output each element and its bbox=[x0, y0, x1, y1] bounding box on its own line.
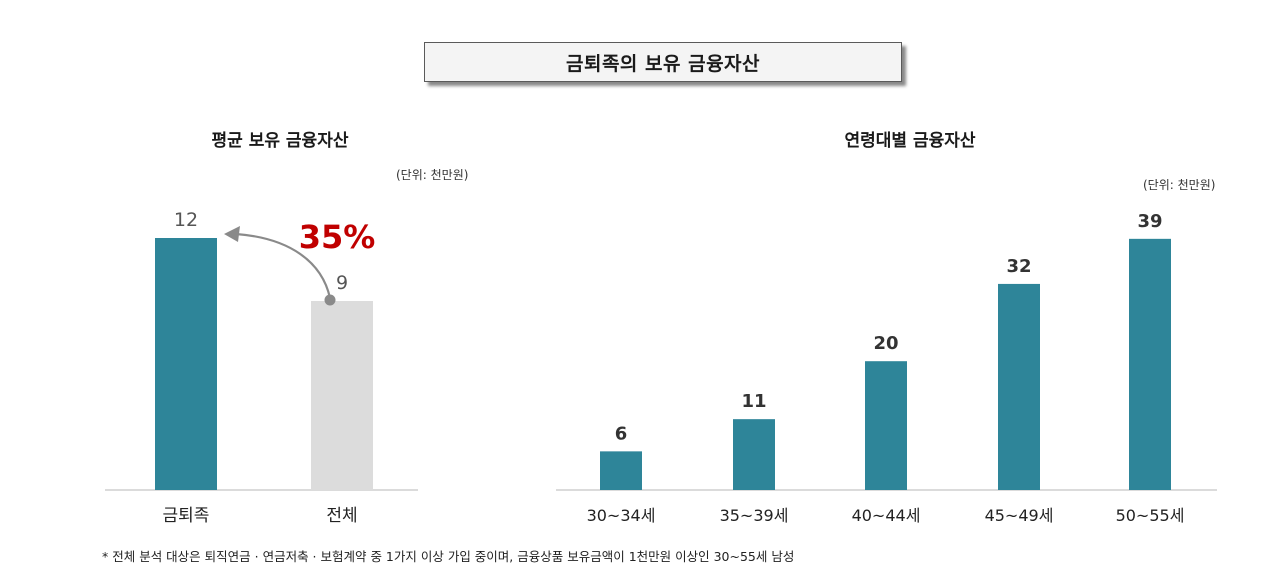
growth-percent-label: 35% bbox=[299, 218, 376, 256]
chart-1-category-label-1: 35~39세 bbox=[720, 506, 789, 525]
chart-0-bar-1 bbox=[311, 301, 373, 490]
chart-1-value-label-2: 20 bbox=[873, 333, 898, 354]
chart-1-bar-2 bbox=[865, 361, 907, 490]
growth-arrow-dot bbox=[324, 294, 336, 306]
chart-1-category-label-2: 40~44세 bbox=[852, 506, 921, 525]
chart-0-category-label-1: 전체 bbox=[326, 506, 357, 526]
chart-1-bar-4 bbox=[1129, 238, 1171, 490]
chart-0-category-label-0: 금퇴족 bbox=[163, 506, 210, 526]
chart-1-value-label-3: 32 bbox=[1006, 256, 1031, 277]
chart-1-category-label-4: 50~55세 bbox=[1116, 506, 1185, 525]
footnote: * 전체 분석 대상은 퇴직연금 · 연금저축 · 보험계약 중 1가지 이상 … bbox=[102, 549, 795, 564]
chart-1-bar-1 bbox=[733, 419, 775, 490]
chart-1-category-label-0: 30~34세 bbox=[587, 506, 656, 525]
chart-0-value-label-0: 12 bbox=[174, 209, 198, 231]
right-chart-title: 연령대별 금융자산 bbox=[844, 131, 976, 151]
chart-0-bar-0 bbox=[155, 238, 217, 490]
chart-1-value-label-4: 39 bbox=[1137, 211, 1162, 232]
growth-arrow-curve bbox=[235, 232, 332, 299]
page-title: 금퇴족의 보유 금융자산 bbox=[424, 42, 902, 82]
chart-0-value-label-1: 9 bbox=[336, 272, 348, 294]
left-chart-title: 평균 보유 금융자산 bbox=[211, 131, 349, 151]
left-chart-unit: (단위: 천만원) bbox=[396, 168, 469, 182]
chart-1-category-label-3: 45~49세 bbox=[985, 506, 1054, 525]
chart-1-bar-3 bbox=[998, 283, 1040, 490]
chart-1-value-label-0: 6 bbox=[615, 423, 628, 444]
chart-1-bar-0 bbox=[600, 451, 642, 490]
charts-canvas: 12 금퇴족 9 전체 6 30~34세 11 35~39세 20 40~44세 32 45~49세 3… bbox=[105, 209, 1217, 526]
growth-arrow-head bbox=[224, 226, 240, 242]
chart-1-value-label-1: 11 bbox=[741, 391, 766, 412]
right-chart-unit: (단위: 천만원) bbox=[1143, 178, 1216, 192]
